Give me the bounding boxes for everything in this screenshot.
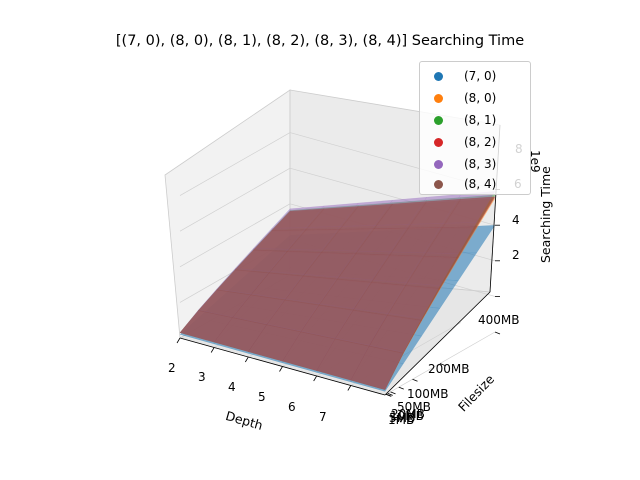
surface-patch [368,315,422,354]
legend-item: (8, 0) [428,88,528,108]
legend-marker-icon [434,138,443,147]
legend-label: (8, 3) [464,157,497,171]
y-tick-label: 50MB [397,400,431,414]
x-tick-mark [210,347,215,353]
legend-marker-icon [434,94,443,103]
surface-patch [350,345,404,390]
z-tick-label: 2 [512,248,520,262]
surface-group [179,191,496,392]
legend-marker-icon [434,180,443,189]
grid-line [179,132,291,196]
y-tick-mark [387,393,393,396]
legend-label: (8, 2) [464,135,497,149]
y-tick-mark [412,378,418,382]
legend-label: (8, 4) [464,177,497,191]
legend-label: (7, 0) [464,69,497,83]
z-tick-label: 4 [512,213,520,227]
surface-patch [405,256,459,289]
y-tick-label: 20MB [391,407,425,421]
tick-marks [176,189,501,397]
chart-title: [(7, 0), (8, 0), (8, 1), (8, 2), (8, 3),… [115,33,525,49]
x-tick-label: 5 [258,390,266,404]
legend-item: (8, 2) [428,132,528,152]
x-tick-label: 7 [319,410,327,424]
y-tick-label: 400MB [478,313,520,327]
surface-8-4 [179,196,496,390]
x-tick-label: 4 [228,380,236,394]
z-axis-label: Searching Time [538,166,553,263]
legend-marker-icon [434,160,443,169]
surface-patch [423,226,478,258]
legend-item: (8, 3) [428,154,528,174]
y-tick-mark [398,386,404,390]
legend-item: (7, 0) [428,66,528,86]
y-tick-mark [386,393,392,397]
y-axis-line [384,291,491,396]
y-tick-label: 5MB [389,411,416,425]
y-tick-label: 1MB [388,413,415,427]
legend-label: (8, 1) [464,113,497,127]
x-tick-mark [279,366,283,372]
x-tick-mark [176,337,181,344]
legend-item: (8, 4) [428,174,528,194]
y-tick-mark [390,391,396,395]
y-tick-label: 200MB [428,362,470,376]
grid-line [179,203,291,268]
x-tick-label: 6 [288,400,296,414]
legend-item: (8, 1) [428,110,528,130]
y-tick-label: 100MB [407,387,449,401]
x-tick-label: 2 [168,361,176,375]
y-tick-mark [439,363,446,366]
x-tick-mark [347,385,352,391]
x-tick-label: 3 [198,370,206,384]
legend-marker-icon [434,72,443,81]
legend-label: (8, 0) [464,91,497,105]
x-tick-mark [244,356,249,363]
legend-marker-icon [434,116,443,125]
y-tick-mark [494,331,501,335]
y-tick-label: 10MB [390,409,424,423]
grid-line [179,167,291,232]
x-tick-mark [313,375,318,382]
legend: (7, 0) (8, 0) (8, 1) (8, 2) (8, 3) (8, 4… [419,61,531,195]
